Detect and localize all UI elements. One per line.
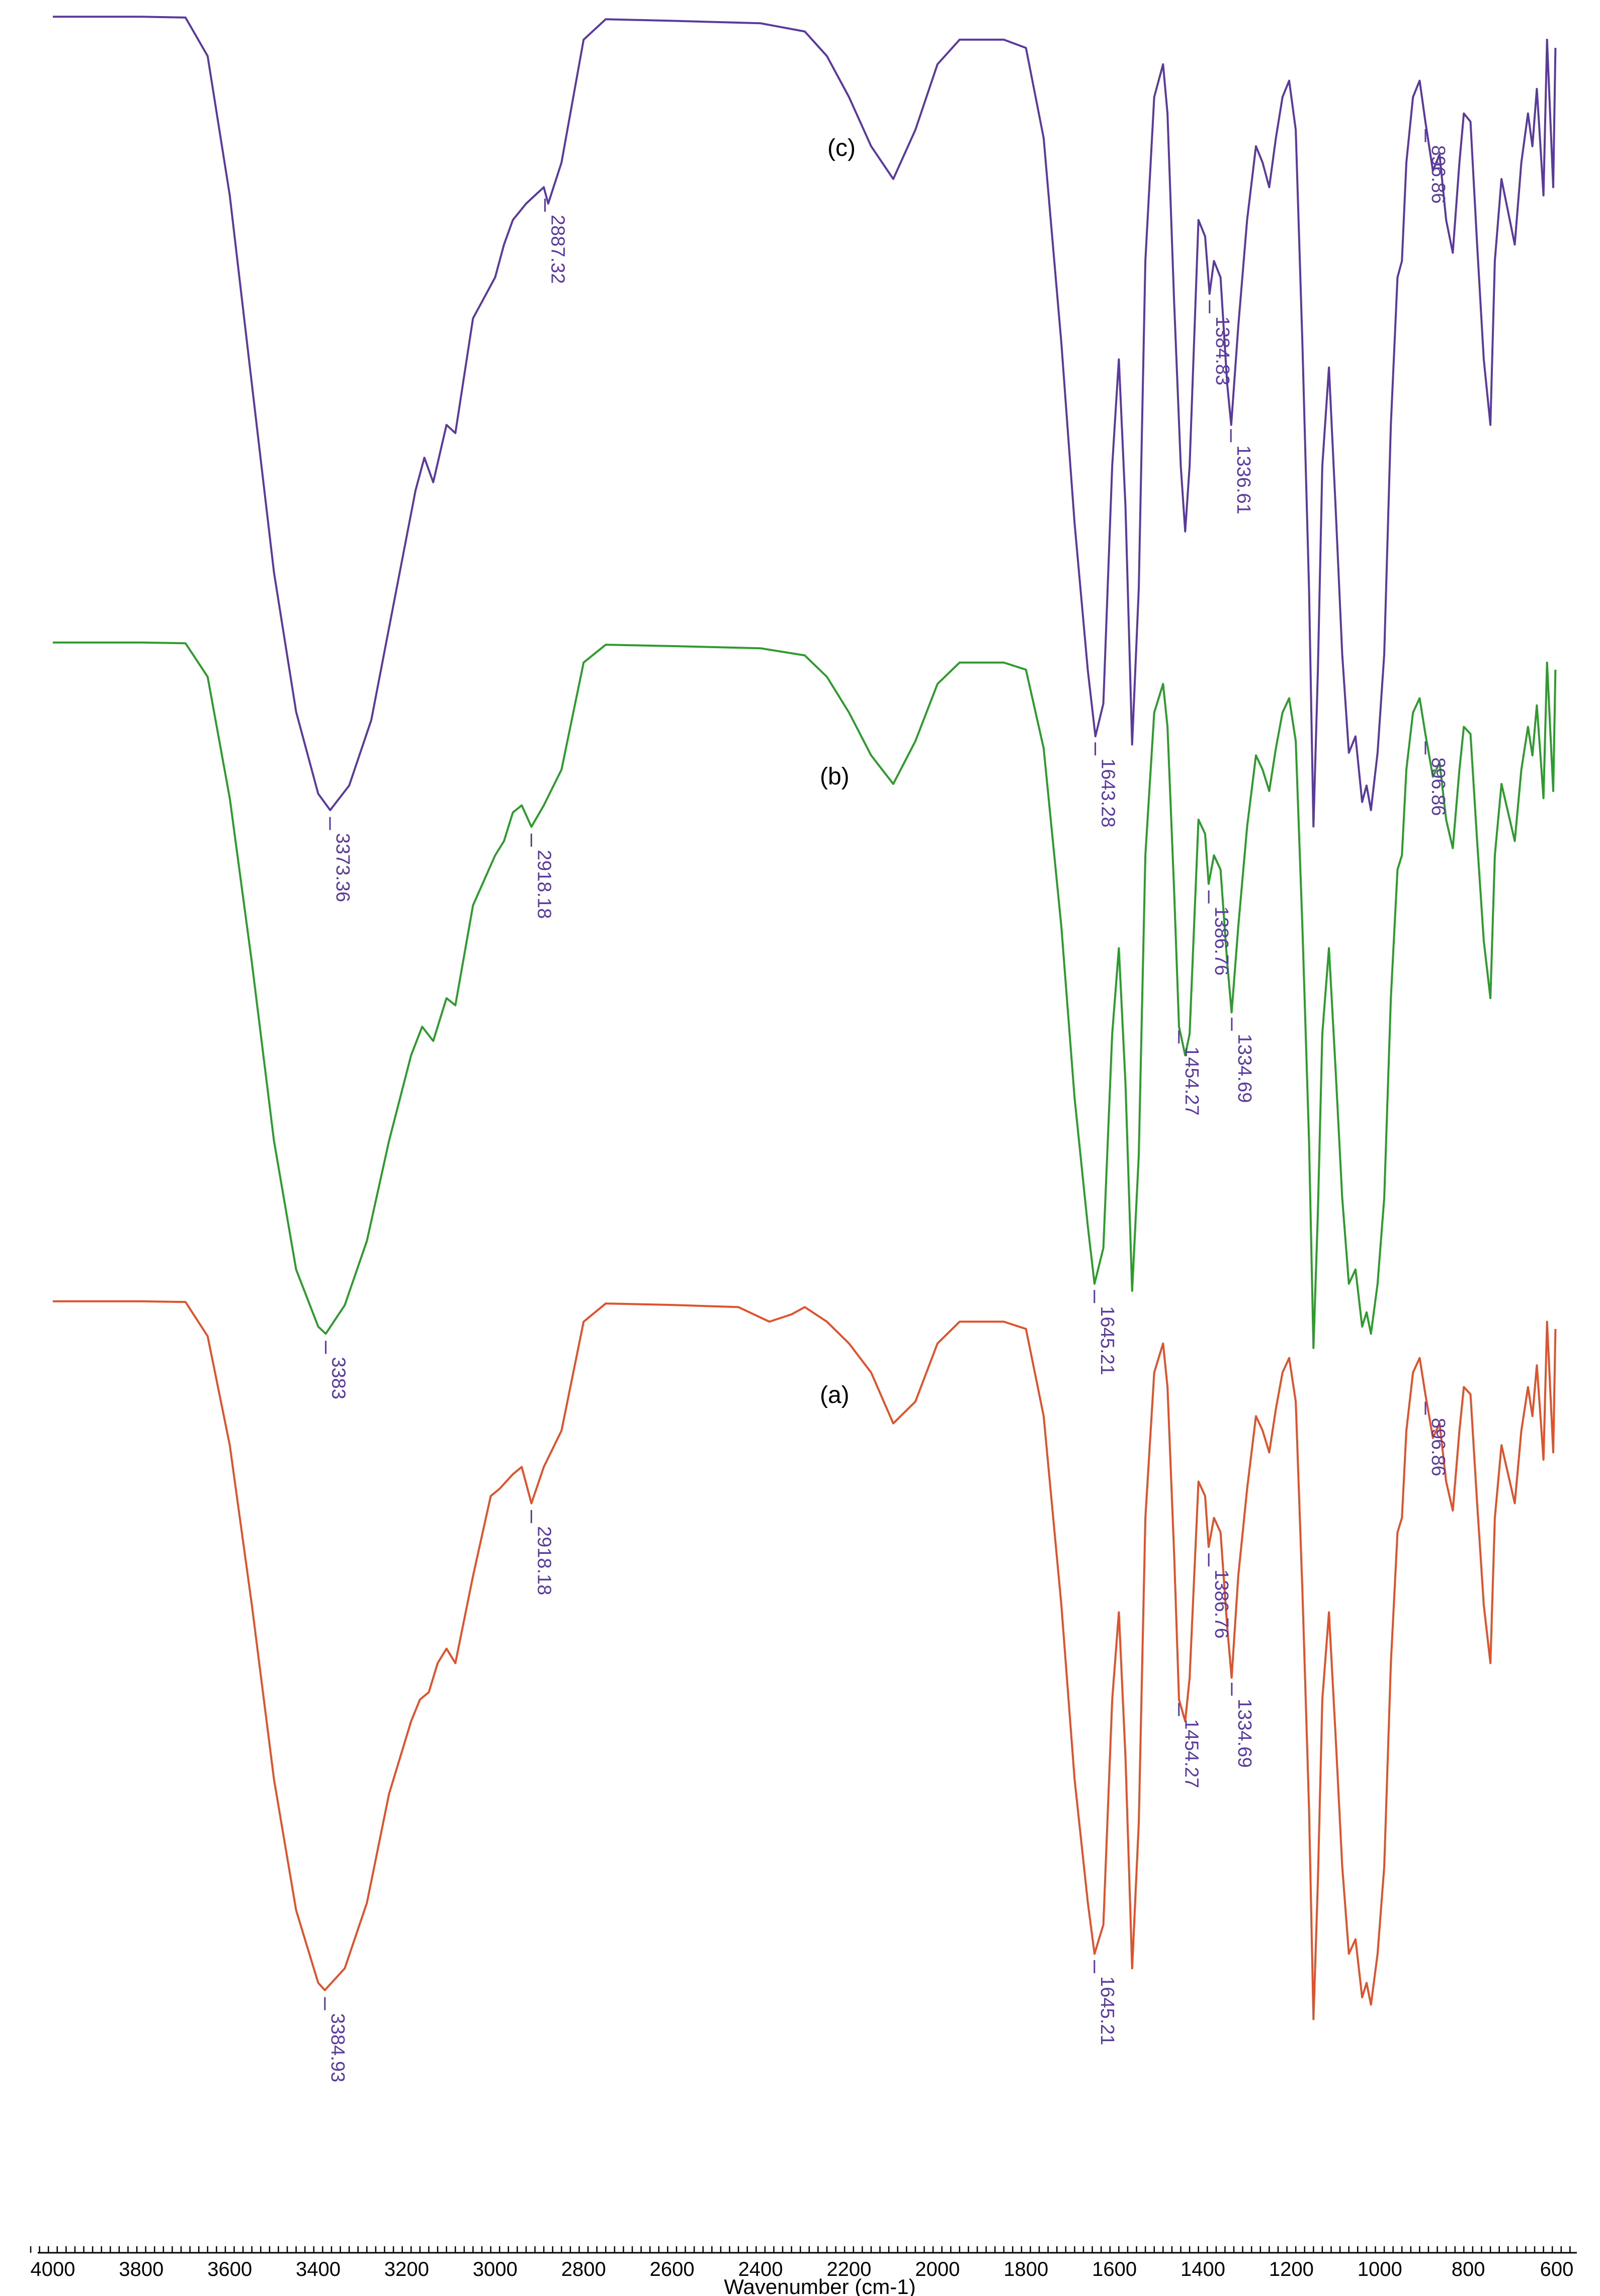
annotation-layer: 2887.32 1384.83 1336.61 896.86 1643.28 3373.3… bbox=[324, 129, 1449, 2082]
peak-label-0: 2887.32 bbox=[547, 215, 568, 284]
peak-annotation-1: 1384.83 bbox=[1209, 300, 1233, 385]
x-tick-label-13: 1400 bbox=[1181, 2258, 1225, 2280]
peak-annotation-9: 1454.27 bbox=[1178, 1030, 1202, 1116]
peak-annotation-16: 1454.27 bbox=[1178, 1703, 1202, 1788]
x-tick-label-16: 800 bbox=[1452, 2258, 1485, 2280]
peak-label-16: 1454.27 bbox=[1181, 1719, 1202, 1788]
series-tag-1: (b) bbox=[820, 763, 850, 790]
peak-label-14: 1386.76 bbox=[1211, 1569, 1232, 1638]
peak-label-4: 1643.28 bbox=[1098, 758, 1119, 827]
series-tag-0: (c) bbox=[827, 135, 856, 161]
x-tick-label-11: 1800 bbox=[1003, 2258, 1048, 2280]
peak-label-1: 1384.83 bbox=[1212, 316, 1233, 385]
peak-label-18: 1645.21 bbox=[1097, 1976, 1118, 2045]
peak-annotation-0: 2887.32 bbox=[544, 199, 568, 284]
x-tick-label-1: 3800 bbox=[119, 2258, 163, 2280]
peak-label-5: 3373.36 bbox=[332, 833, 353, 902]
peak-annotation-12: 3383 bbox=[325, 1341, 349, 1399]
x-tick-label-7: 2600 bbox=[650, 2258, 695, 2280]
peak-annotation-17: 896.86 bbox=[1424, 1401, 1449, 1476]
peak-label-15: 1334.69 bbox=[1234, 1699, 1255, 1768]
x-tick-label-12: 1600 bbox=[1092, 2258, 1137, 2280]
series-tag-layer: (c) (b) (a) bbox=[820, 135, 856, 1408]
series-tag-2: (a) bbox=[820, 1382, 850, 1408]
peak-annotation-15: 1334.69 bbox=[1231, 1683, 1255, 1768]
peak-label-10: 896.86 bbox=[1427, 757, 1449, 816]
peak-label-3: 896.86 bbox=[1427, 145, 1449, 204]
peak-label-2: 1336.61 bbox=[1233, 445, 1254, 514]
x-tick-label-10: 2000 bbox=[915, 2258, 960, 2280]
peak-annotation-5: 3373.36 bbox=[329, 817, 353, 902]
peak-annotation-14: 1386.76 bbox=[1208, 1553, 1232, 1639]
x-tick-label-8: 2400 bbox=[738, 2258, 783, 2280]
peak-label-7: 1386.76 bbox=[1211, 907, 1232, 976]
x-tick-label-6: 2800 bbox=[561, 2258, 606, 2280]
x-tick-label-9: 2200 bbox=[826, 2258, 871, 2280]
peak-annotation-11: 1645.21 bbox=[1093, 1290, 1118, 1375]
x-tick-label-15: 1000 bbox=[1358, 2258, 1402, 2280]
peak-annotation-18: 1645.21 bbox=[1093, 1960, 1118, 2045]
peak-label-6: 2918.18 bbox=[533, 850, 554, 919]
x-tick-label-2: 3600 bbox=[207, 2258, 252, 2280]
x-tick-label-3: 3400 bbox=[296, 2258, 341, 2280]
peak-annotation-10: 896.86 bbox=[1424, 741, 1449, 816]
peak-annotation-7: 1386.76 bbox=[1208, 890, 1232, 976]
series-line-0 bbox=[53, 16, 1557, 828]
peak-label-12: 3383 bbox=[328, 1357, 349, 1399]
peak-label-9: 1454.27 bbox=[1181, 1046, 1202, 1115]
x-axis-ticks: 4000 3800 3600 3400 3200 3000 2800 2600 2400 2200… bbox=[30, 2246, 1574, 2280]
x-axis-title: Wavenumber (cm-1) bbox=[724, 2275, 915, 2296]
peak-label-11: 1645.21 bbox=[1097, 1306, 1118, 1375]
peak-annotation-13: 2918.18 bbox=[530, 1510, 554, 1595]
series-layer bbox=[53, 16, 1557, 2020]
series-line-2 bbox=[53, 1300, 1557, 2020]
peak-annotation-4: 1643.28 bbox=[1094, 742, 1119, 828]
peak-label-13: 2918.18 bbox=[533, 1526, 554, 1595]
peak-label-17: 896.86 bbox=[1427, 1418, 1449, 1476]
x-tick-label-4: 3200 bbox=[384, 2258, 429, 2280]
peak-annotation-3: 896.86 bbox=[1424, 129, 1449, 204]
series-line-1 bbox=[53, 641, 1557, 1349]
x-axis: 4000 3800 3600 3400 3200 3000 2800 2600 2400 2200… bbox=[30, 2246, 1577, 2296]
x-tick-label-17: 600 bbox=[1540, 2258, 1574, 2280]
peak-label-8: 1334.69 bbox=[1234, 1034, 1255, 1103]
peak-label-19: 3384.93 bbox=[327, 2013, 348, 2082]
peak-annotation-8: 1334.69 bbox=[1231, 1017, 1255, 1103]
peak-annotation-19: 3384.93 bbox=[324, 1997, 348, 2082]
x-tick-label-0: 4000 bbox=[31, 2258, 75, 2280]
peak-annotation-2: 1336.61 bbox=[1230, 429, 1254, 514]
x-tick-label-14: 1200 bbox=[1269, 2258, 1314, 2280]
peak-annotation-6: 2918.18 bbox=[530, 833, 554, 919]
x-tick-label-5: 3000 bbox=[473, 2258, 518, 2280]
